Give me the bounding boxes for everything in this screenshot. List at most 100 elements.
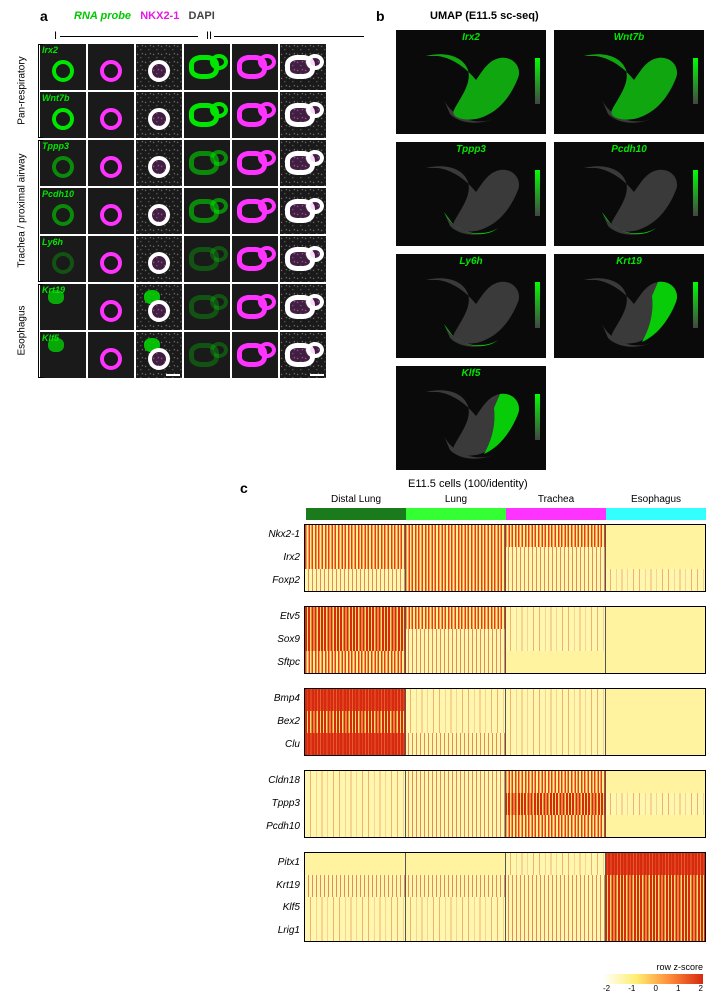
- micrograph-tile: Irx2: [40, 44, 86, 90]
- heatmap-cell: [405, 897, 505, 919]
- zscore-tick: -2: [603, 984, 610, 993]
- heatmap-column-headers: Distal LungLungTracheaEsophagus: [306, 494, 706, 505]
- heatmap-row: [305, 525, 705, 547]
- heatmap-cell: [505, 733, 605, 755]
- gene-row: Irx2: [40, 44, 326, 90]
- umap-tile: Ly6h: [396, 254, 546, 358]
- panel-a-label: a: [40, 8, 48, 24]
- umap-gene-label: Irx2: [462, 32, 480, 43]
- legend-dapi: DAPI: [189, 10, 215, 22]
- heatmap-cell: [605, 689, 705, 711]
- micrograph-tile: [88, 44, 134, 90]
- micrograph-tile: Ly6h: [40, 236, 86, 282]
- micrograph-tile: [232, 92, 278, 138]
- heatmap-gene-label: Klf5: [240, 897, 300, 919]
- heatmap-block: [304, 524, 706, 592]
- heatmap-cell: [305, 875, 405, 897]
- gene-row: Tppp3: [40, 140, 326, 186]
- heatmap-cell: [405, 711, 505, 733]
- micrograph-tile: [136, 188, 182, 234]
- heatmap-row: [305, 629, 705, 651]
- micrograph-tile: [88, 92, 134, 138]
- heatmap-cell: [405, 733, 505, 755]
- heatmap-cell: [305, 919, 405, 941]
- heatmap-cell: [505, 793, 605, 815]
- micrograph-tile: [184, 236, 230, 282]
- heatmap-gene-labels: Pitx1Krt19Klf5Lrig1: [240, 852, 304, 942]
- zscore-tick: 0: [653, 984, 657, 993]
- micrograph-tile: Pcdh10: [40, 188, 86, 234]
- zscore-label: row z-score: [603, 962, 703, 972]
- group-bracket: [38, 140, 43, 282]
- heatmap-cell: [505, 547, 605, 569]
- heatmap-cell: [505, 897, 605, 919]
- heatmap-gene-label: Bmp4: [240, 688, 300, 710]
- heatmap-cell: [305, 733, 405, 755]
- heatmap-cell: [605, 875, 705, 897]
- panel-b-title: UMAP (E11.5 sc-seq): [430, 10, 539, 22]
- umap-colorbar: [535, 170, 540, 216]
- roman-two: II: [206, 30, 212, 42]
- heatmap-column-colorbar: [306, 508, 706, 520]
- micrograph-tile: [280, 332, 326, 378]
- legend-rna: RNA probe: [74, 10, 131, 22]
- gene-row: Krt19: [40, 284, 326, 330]
- micrograph-tile: [280, 284, 326, 330]
- heatmap-cell: [605, 793, 705, 815]
- heatmap-row: [305, 919, 705, 941]
- heatmap-cell: [505, 919, 605, 941]
- heatmap-cell: [305, 711, 405, 733]
- heatmap-cell: [505, 771, 605, 793]
- heatmap-row: [305, 875, 705, 897]
- heatmap-cell: [505, 853, 605, 875]
- heatmap-gene-label: Foxp2: [240, 570, 300, 592]
- legend-nkx: NKX2-1: [140, 10, 179, 22]
- heatmap-cell: [405, 547, 505, 569]
- micrograph-tile: [88, 140, 134, 186]
- heatmap-cell: [305, 651, 405, 673]
- heatmap-row: [305, 547, 705, 569]
- gene-row: Klf5: [40, 332, 326, 378]
- micrograph-tile: [88, 236, 134, 282]
- panel-b-umap-grid: Irx2Wnt7bTppp3Pcdh10Ly6hKrt19Klf5: [396, 30, 704, 470]
- heatmap-cell: [405, 607, 505, 629]
- bracket-col-one: [60, 36, 198, 37]
- heatmap-gene-label: Sftpc: [240, 652, 300, 674]
- heatmap-block: [304, 852, 706, 942]
- micrograph-tile: [136, 236, 182, 282]
- heatmap-gene-label: Clu: [240, 734, 300, 756]
- micrograph-tile: [88, 188, 134, 234]
- heatmap-cell: [305, 629, 405, 651]
- zscore-tick: 2: [699, 984, 703, 993]
- heatmap-column-colorbox: [506, 508, 606, 520]
- micrograph-tile: Klf5: [40, 332, 86, 378]
- micrograph-tile: [184, 44, 230, 90]
- heatmap-cell: [605, 815, 705, 837]
- gene-row: Wnt7b: [40, 92, 326, 138]
- heatmap-cell: [305, 771, 405, 793]
- heatmap-cell: [605, 771, 705, 793]
- micrograph-tile: [88, 332, 134, 378]
- heatmap-row: [305, 815, 705, 837]
- micrograph-tile: [232, 188, 278, 234]
- heatmap-cell: [505, 711, 605, 733]
- panel-a-legend: RNA probe NKX2-1 DAPI: [74, 10, 215, 22]
- heatmap-gene-label: Irx2: [240, 547, 300, 569]
- heatmap-gene-label: Pitx1: [240, 852, 300, 874]
- heatmap-cell: [505, 651, 605, 673]
- heatmap-cell: [505, 875, 605, 897]
- heatmap-cell: [305, 607, 405, 629]
- heatmap-cell: [305, 547, 405, 569]
- heatmap-column-colorbox: [406, 508, 506, 520]
- zscore-tick: -1: [628, 984, 635, 993]
- panel-b-label: b: [376, 8, 385, 24]
- heatmap-block: [304, 770, 706, 838]
- heatmap-cell: [305, 569, 405, 591]
- heatmap-cell: [305, 793, 405, 815]
- heatmap-column-colorbox: [306, 508, 406, 520]
- heatmap-cell: [505, 815, 605, 837]
- heatmap-row: [305, 771, 705, 793]
- umap-gene-label: Ly6h: [459, 256, 482, 267]
- umap-tile: Krt19: [554, 254, 704, 358]
- umap-tile: Pcdh10: [554, 142, 704, 246]
